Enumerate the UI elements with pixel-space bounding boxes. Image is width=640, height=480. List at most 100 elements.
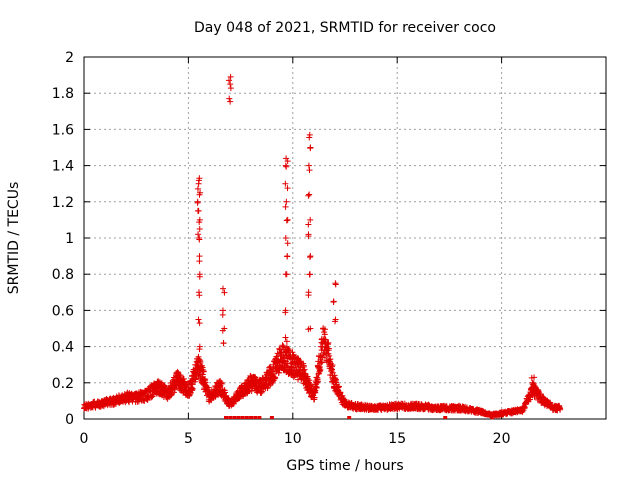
data-point bbox=[332, 318, 339, 325]
data-point bbox=[196, 236, 203, 243]
data-point bbox=[283, 163, 290, 170]
data-point bbox=[557, 406, 564, 413]
data-point bbox=[236, 394, 243, 401]
data-point bbox=[330, 298, 337, 305]
data-point bbox=[199, 371, 206, 378]
data-point bbox=[168, 392, 175, 399]
data-point bbox=[269, 416, 274, 419]
data-point bbox=[325, 347, 332, 354]
data-point bbox=[227, 73, 234, 80]
data-point bbox=[196, 320, 203, 327]
data-point bbox=[305, 162, 312, 169]
data-point bbox=[301, 366, 308, 373]
data-point bbox=[196, 219, 203, 226]
data-point bbox=[230, 400, 237, 407]
data-point bbox=[327, 356, 334, 363]
data-point bbox=[196, 273, 203, 280]
data-point bbox=[305, 326, 312, 333]
y-tick-label: 0.4 bbox=[52, 340, 74, 356]
data-point bbox=[295, 355, 302, 362]
data-point bbox=[300, 362, 307, 369]
data-point bbox=[284, 253, 291, 260]
data-point bbox=[325, 339, 332, 346]
data-point bbox=[220, 285, 226, 292]
data-point bbox=[283, 198, 290, 205]
data-point bbox=[199, 364, 206, 371]
y-axis-label: SRMTID / TECUs bbox=[6, 182, 22, 295]
data-point bbox=[196, 191, 203, 198]
data-point bbox=[443, 416, 448, 419]
data-point bbox=[530, 380, 537, 387]
data-point bbox=[236, 416, 241, 419]
data-point bbox=[306, 167, 313, 174]
data-point bbox=[305, 192, 312, 199]
y-tick-label: 1.2 bbox=[52, 195, 74, 211]
data-point bbox=[283, 155, 290, 162]
x-tick-label: 15 bbox=[388, 431, 406, 447]
data-point bbox=[306, 131, 313, 138]
data-point bbox=[218, 380, 225, 387]
data-point bbox=[195, 177, 202, 184]
data-point bbox=[284, 240, 291, 247]
data-point bbox=[225, 77, 232, 84]
data-point bbox=[320, 350, 327, 357]
data-point bbox=[282, 180, 289, 187]
data-point bbox=[286, 347, 293, 354]
x-tick-label: 20 bbox=[493, 431, 511, 447]
x-tick-label: 0 bbox=[80, 431, 89, 447]
data-point bbox=[227, 81, 234, 88]
data-point bbox=[197, 358, 204, 365]
x-axis-label: GPS time / hours bbox=[286, 458, 403, 474]
data-point bbox=[200, 368, 207, 375]
data-point bbox=[307, 216, 314, 223]
data-point bbox=[272, 375, 279, 382]
data-point bbox=[284, 158, 291, 165]
chart-title: Day 048 of 2021, SRMTID for receiver coc… bbox=[194, 20, 496, 36]
data-point bbox=[288, 360, 295, 367]
data-point bbox=[321, 331, 328, 338]
data-point bbox=[196, 253, 203, 260]
data-point bbox=[194, 185, 201, 192]
data-point bbox=[228, 416, 233, 419]
y-tick-label: 1.6 bbox=[52, 122, 74, 138]
data-point bbox=[312, 389, 319, 396]
data-point bbox=[289, 349, 296, 356]
data-point bbox=[326, 352, 333, 359]
data-point bbox=[253, 416, 258, 419]
data-point bbox=[202, 379, 209, 386]
data-point bbox=[329, 362, 336, 369]
y-tick-label: 0 bbox=[65, 412, 74, 428]
data-point bbox=[194, 199, 201, 206]
data-point bbox=[282, 334, 289, 341]
data-point bbox=[244, 416, 249, 419]
data-point bbox=[249, 416, 254, 419]
x-tick-label: 10 bbox=[284, 431, 302, 447]
data-point bbox=[196, 292, 203, 299]
data-point bbox=[317, 367, 324, 374]
data-point bbox=[226, 95, 233, 102]
data-point bbox=[306, 271, 313, 278]
axis-ticks: 00.20.40.60.811.21.41.61.820 5 10 15 20 bbox=[52, 50, 606, 447]
data-point bbox=[192, 376, 199, 383]
data-point bbox=[227, 85, 234, 92]
data-point bbox=[521, 404, 528, 411]
data-point bbox=[307, 145, 314, 152]
data-point bbox=[332, 281, 339, 288]
data-point bbox=[227, 98, 234, 105]
data-point bbox=[347, 416, 352, 419]
data-point bbox=[314, 374, 321, 381]
data-point bbox=[306, 254, 313, 261]
data-point bbox=[196, 258, 203, 265]
data-point bbox=[273, 353, 280, 360]
y-tick-label: 1 bbox=[65, 231, 74, 247]
data-point bbox=[282, 309, 289, 316]
data-point bbox=[267, 363, 274, 370]
y-tick-label: 1.4 bbox=[52, 159, 74, 175]
data-point bbox=[283, 338, 290, 345]
data-point bbox=[195, 207, 202, 214]
data-points bbox=[81, 73, 564, 420]
y-tick-label: 2 bbox=[65, 50, 74, 66]
grid-lines bbox=[84, 57, 606, 419]
data-point bbox=[221, 289, 228, 296]
data-point bbox=[284, 216, 291, 223]
